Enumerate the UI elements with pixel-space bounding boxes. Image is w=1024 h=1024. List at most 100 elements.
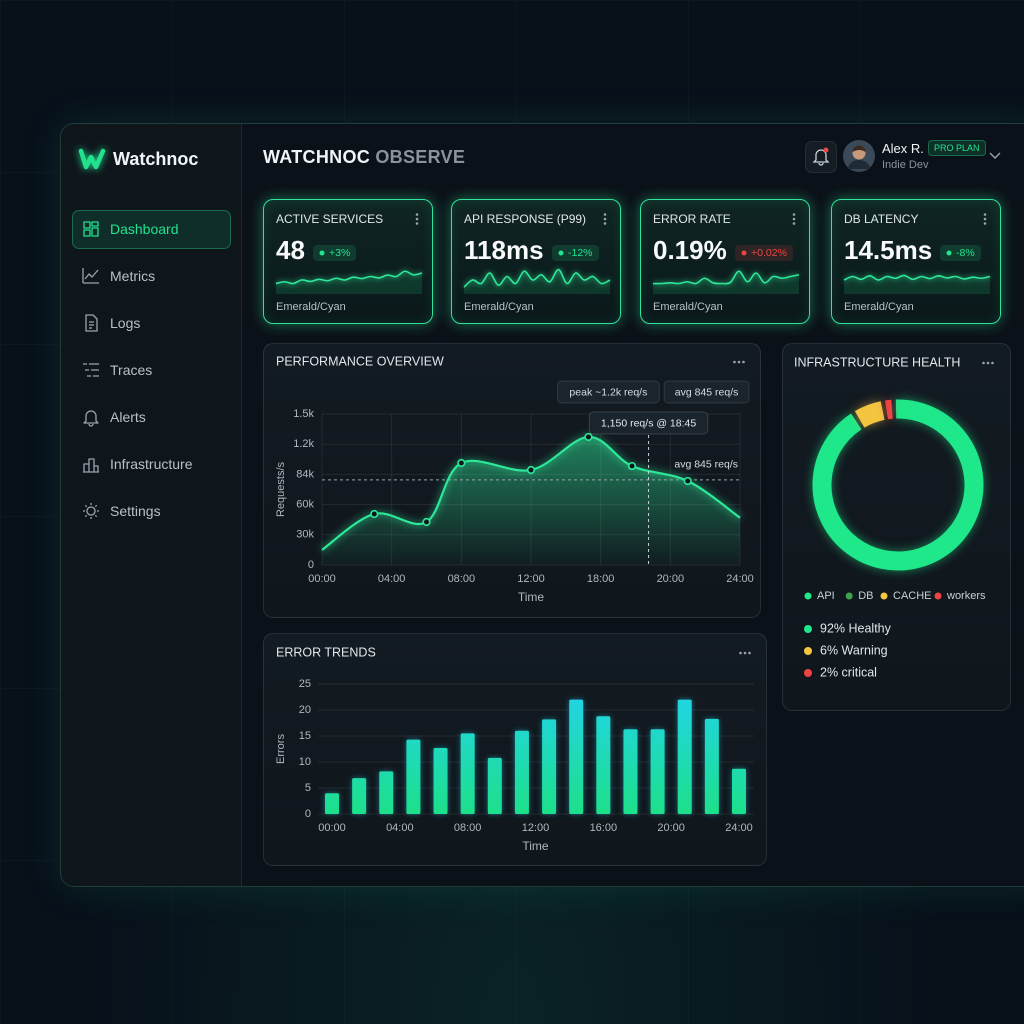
legend-label: CACHE [893, 590, 932, 602]
y-tick-label: 0 [308, 559, 314, 571]
nav-icon-path [83, 410, 99, 427]
x-tick-label: 04:00 [378, 573, 406, 585]
point [422, 517, 431, 527]
y-axis-label: Requests/s [275, 461, 287, 517]
x-tick-label: 24:00 [726, 573, 754, 585]
nav-item[interactable]: Logs [110, 315, 141, 331]
point [526, 465, 536, 475]
menu-dot [742, 360, 745, 364]
chart-title: INFRASTRUCTURE HEALTH [794, 355, 960, 369]
kpi-caption: Emerald/Cyan [844, 301, 914, 313]
x-tick-label: 08:00 [448, 573, 476, 585]
menu-dot [737, 360, 741, 364]
sparkline [843, 274, 991, 294]
kpi-value: 118ms [464, 235, 544, 265]
legend-swatch [934, 592, 942, 600]
sparkline-area [653, 271, 799, 294]
legend-swatch [804, 592, 812, 600]
tooltip-bg [588, 411, 709, 435]
kpi-change-dot [741, 250, 747, 256]
nav-item[interactable]: Traces [110, 362, 153, 378]
x-tick-label: 16:00 [590, 822, 618, 834]
kpi-menu [603, 213, 607, 225]
kpi-caption: Emerald/Cyan [653, 301, 723, 313]
menu-dot [991, 361, 994, 365]
bar [623, 729, 638, 814]
point [370, 509, 379, 519]
kpi-change: +3% [313, 245, 357, 261]
sparkline [652, 270, 800, 294]
x-tick-label: 00:00 [308, 573, 336, 585]
chart-badge-bg [663, 380, 750, 404]
chart-title: PERFORMANCE OVERVIEW [276, 354, 444, 368]
menu-dot [603, 222, 607, 225]
y-tick-label: 1.5k [293, 408, 314, 420]
chevron [989, 152, 1001, 159]
notification-button[interactable] [805, 141, 837, 173]
status-swatch [804, 625, 812, 633]
bar [596, 716, 611, 814]
avatar-hair [852, 145, 866, 152]
reference-label: avg 845 req/s [674, 459, 738, 471]
nav-item[interactable]: Infrastructure [110, 456, 193, 472]
y-tick-label: 1.2k [293, 438, 314, 450]
y-tick-label: 15 [299, 730, 311, 742]
legend-label: API [817, 590, 835, 602]
legend-label: workers [946, 590, 986, 602]
x-tick-label: 08:00 [454, 822, 482, 834]
nav-item[interactable]: Metrics [110, 268, 156, 284]
nav-item[interactable]: Dashboard [110, 221, 179, 237]
x-axis-label: Time [522, 839, 549, 853]
tooltip-label: 1,150 req/s @ 18:45 [601, 417, 696, 429]
kpi-change-dot [946, 250, 952, 256]
bar [325, 793, 339, 814]
y-tick-label: 30k [296, 529, 314, 541]
donut-slice [812, 399, 984, 571]
nav-icon [85, 314, 98, 332]
menu-dot [743, 651, 747, 655]
x-tick-label: 12:00 [517, 573, 545, 585]
status-swatch [804, 669, 812, 677]
kpi-change: -12% [552, 245, 599, 261]
bar [379, 771, 394, 814]
menu-dot [415, 222, 419, 225]
nav-icon [82, 268, 99, 284]
kpi-card: ACTIVE SERVICES 48 +3% Emerald/Cyan [263, 199, 433, 324]
kpi-change-dot [319, 250, 325, 256]
y-tick-label: 60k [296, 499, 314, 511]
x-tick-label: 20:00 [657, 573, 685, 585]
sparkline-line [843, 274, 991, 281]
bar [460, 733, 475, 814]
nav-item[interactable]: Settings [110, 503, 161, 519]
sparkline-line [275, 270, 423, 285]
kpi-label: ERROR RATE [653, 212, 731, 226]
sparkline-area [464, 269, 610, 294]
menu-dot [983, 217, 987, 221]
donut-slice [885, 399, 893, 420]
title-accent: OBSERVE [375, 147, 466, 167]
chart: PERFORMANCE OVERVIEW avg 845 req/s peak ~1… [275, 354, 754, 604]
y-axis-label: Errors [275, 734, 287, 764]
x-tick-label: 20:00 [657, 822, 685, 834]
nav-item[interactable]: Alerts [110, 409, 146, 425]
kpi-caption: Emerald/Cyan [464, 301, 534, 313]
legend-swatch [845, 592, 853, 600]
dot [558, 250, 564, 256]
kpi-caption: Emerald/Cyan [276, 301, 346, 313]
kpi-menu [983, 213, 987, 225]
chart: ERROR TRENDS 0 5 10 15 20 25 00:00 04:00 08:00 12:… [275, 645, 754, 853]
y-tick-label: 10 [299, 756, 311, 768]
y-tick-label: 0 [305, 808, 311, 820]
bar [677, 699, 692, 814]
menu-dot [983, 222, 987, 225]
menu-dot [415, 217, 419, 221]
logo-mark [78, 148, 106, 170]
sparkline-line [652, 270, 800, 285]
title-main: WATCHNOC [263, 147, 371, 167]
bar [569, 699, 584, 814]
sparkline-line [463, 268, 611, 288]
legend-swatch [880, 592, 888, 600]
kpi-change: +0.02% [735, 245, 793, 261]
nav-icon [83, 221, 99, 237]
